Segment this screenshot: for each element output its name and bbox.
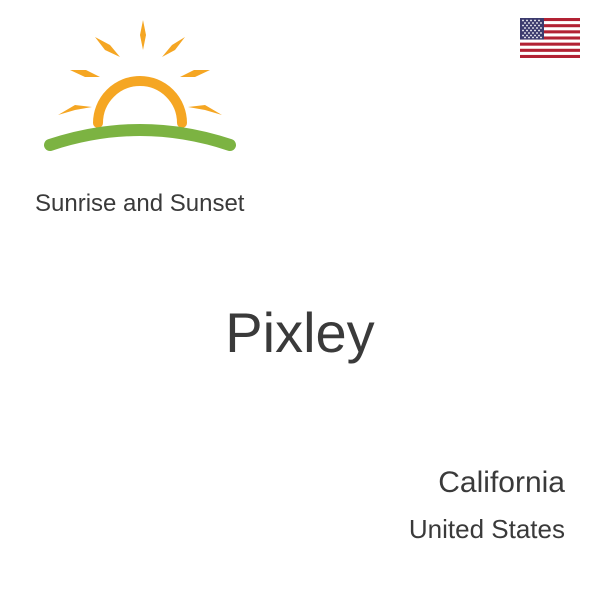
sunrise-sunset-logo [30,15,250,175]
city-name: Pixley [225,300,374,365]
sun-horizon-icon [30,15,250,175]
country-flag [520,18,580,58]
country-name: United States [409,514,565,545]
united-states-flag-icon [520,18,580,58]
region-name: California [438,466,565,500]
site-title: Sunrise and Sunset [35,190,244,218]
